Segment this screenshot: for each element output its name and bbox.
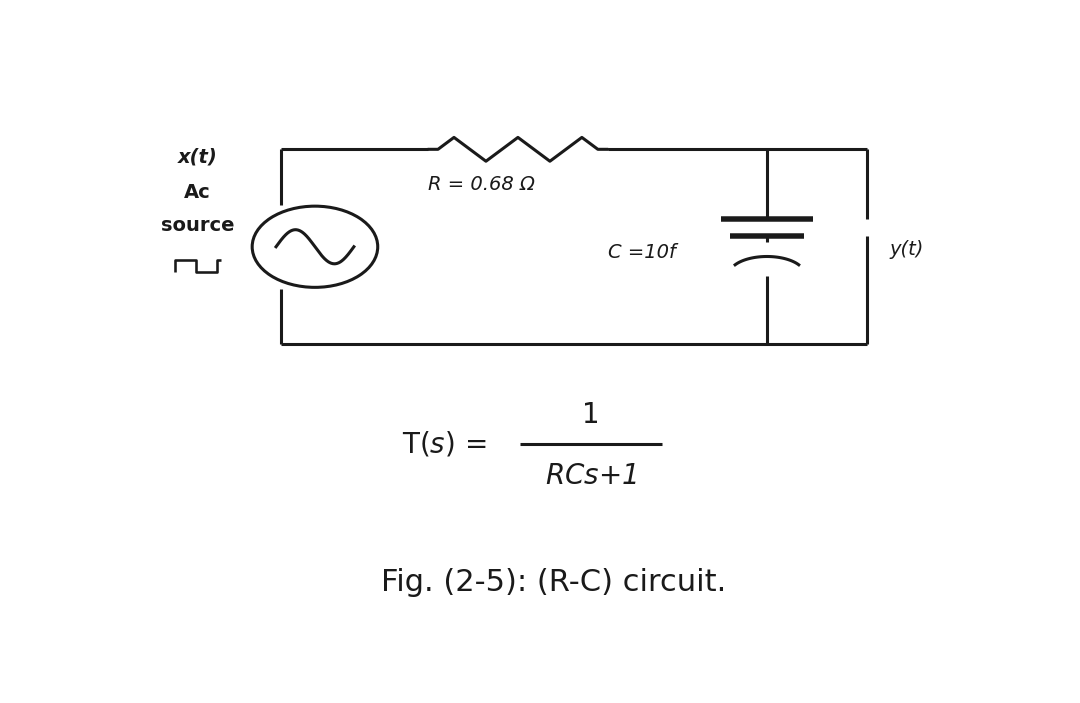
Text: C =10f: C =10f xyxy=(608,243,676,262)
Text: source: source xyxy=(161,216,234,235)
Text: R = 0.68 Ω: R = 0.68 Ω xyxy=(428,175,535,194)
Text: $RCs$+1: $RCs$+1 xyxy=(545,462,637,490)
Text: 1: 1 xyxy=(582,401,600,429)
Text: y(t): y(t) xyxy=(890,240,923,259)
Text: Ac: Ac xyxy=(185,183,212,202)
Text: T($s$) =: T($s$) = xyxy=(402,430,486,459)
Text: Fig. (2-5): (R-C) circuit.: Fig. (2-5): (R-C) circuit. xyxy=(381,568,726,597)
Text: x(t): x(t) xyxy=(178,148,218,167)
